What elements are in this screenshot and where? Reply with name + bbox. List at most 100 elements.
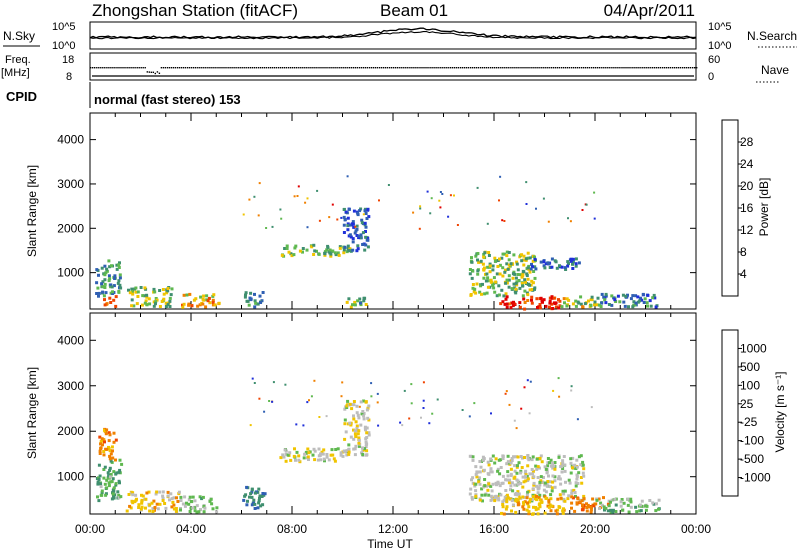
power-cell xyxy=(313,249,317,253)
freq-point xyxy=(253,67,255,69)
power-cell xyxy=(136,290,140,294)
velocity-cell xyxy=(528,500,532,504)
velocity-cell xyxy=(114,458,117,462)
freq-point xyxy=(548,67,550,69)
velocity-cell xyxy=(259,504,263,508)
freq-point xyxy=(362,67,365,69)
velocity-cell xyxy=(158,490,162,494)
power-cell xyxy=(360,221,364,225)
velocity-cell xyxy=(364,428,367,432)
power-cell xyxy=(589,304,593,308)
power-cell xyxy=(624,294,628,298)
power-cell xyxy=(109,285,113,289)
power-cell xyxy=(136,295,140,298)
velocity-cell xyxy=(496,469,500,473)
velocity-cell xyxy=(334,448,338,451)
freq-point xyxy=(694,67,696,69)
velocity-cell xyxy=(431,412,434,415)
velocity-cell xyxy=(117,493,121,497)
power-cell xyxy=(97,291,101,295)
power-cell xyxy=(182,302,186,306)
velocity-cell xyxy=(641,505,645,509)
velocity-cell xyxy=(553,485,557,489)
velocity-cell xyxy=(510,457,514,460)
velocity-cell xyxy=(367,404,371,408)
freq-point xyxy=(599,67,601,69)
velocity-cell xyxy=(549,497,553,501)
velocity-cell xyxy=(306,401,309,404)
velocity-cell xyxy=(563,489,567,493)
cpid-label: CPID xyxy=(6,89,37,104)
velocity-cell xyxy=(538,483,542,487)
power-cell xyxy=(95,281,99,285)
velocity-cell xyxy=(544,490,548,494)
power-cell xyxy=(534,267,538,271)
velocity-cell xyxy=(561,459,565,463)
velocity-cell xyxy=(520,456,524,460)
velocity-cell xyxy=(471,455,475,459)
power-cell xyxy=(492,276,496,280)
power-cell xyxy=(110,264,113,268)
velocity-cell xyxy=(619,504,623,508)
velocity-cell xyxy=(506,474,510,478)
velocity-cell xyxy=(501,505,505,509)
freq-point xyxy=(180,67,183,69)
power-cell xyxy=(502,294,506,298)
power-cell xyxy=(198,303,202,307)
power-cell xyxy=(535,297,539,301)
power-cell xyxy=(510,287,514,291)
velocity-cell xyxy=(105,447,109,451)
power-cell xyxy=(544,262,548,266)
power-cell xyxy=(167,301,171,305)
power-cell xyxy=(517,279,521,282)
power-cell xyxy=(145,295,149,299)
power-cell xyxy=(554,305,558,309)
freq-tick-bottom: 8 xyxy=(66,71,72,83)
power-cell xyxy=(494,259,498,263)
power-cell xyxy=(132,304,136,308)
velocity-cell xyxy=(479,465,483,469)
velocity-cell xyxy=(520,407,523,410)
velocity-cell xyxy=(579,454,583,458)
velocity-cell xyxy=(529,380,532,383)
power-cell xyxy=(563,301,566,305)
velocity-cell xyxy=(350,407,354,411)
power-cell xyxy=(530,298,533,302)
velocity-cell xyxy=(574,481,578,485)
power-cell xyxy=(604,301,608,305)
velocity-cell xyxy=(501,503,505,506)
power-cell xyxy=(542,197,545,200)
power-cell xyxy=(364,303,368,306)
freq-point xyxy=(193,67,195,69)
velocity-cell xyxy=(295,423,298,426)
power-cell xyxy=(470,256,473,260)
power-cell xyxy=(258,182,261,185)
velocity-cell xyxy=(509,484,513,488)
velocity-cell xyxy=(341,454,345,458)
freq-point xyxy=(140,67,142,69)
velocity-cell xyxy=(480,493,484,497)
velocity-cell xyxy=(365,408,369,412)
velocity-cell xyxy=(111,477,115,481)
velocity-cell xyxy=(286,453,290,457)
power-cell xyxy=(103,286,107,289)
velocity-cell xyxy=(545,484,549,488)
freq-point xyxy=(661,67,664,69)
freq-point xyxy=(645,67,647,69)
velocity-cell xyxy=(468,492,472,496)
freq-point xyxy=(544,67,546,69)
velocity-cell xyxy=(469,487,473,491)
velocity-cell xyxy=(131,501,135,505)
power-cell xyxy=(152,304,156,308)
freq-point xyxy=(550,67,552,69)
velocity-cell xyxy=(495,483,498,487)
power-cell xyxy=(101,290,105,294)
velocity-cell xyxy=(284,459,288,463)
power-cell xyxy=(498,199,500,202)
velocity-cell xyxy=(262,493,266,497)
velocity-cell xyxy=(474,493,478,497)
freq-point xyxy=(158,72,161,74)
power-cell xyxy=(629,297,633,301)
velocity-cell xyxy=(98,474,102,478)
velocity-cell xyxy=(563,499,567,503)
